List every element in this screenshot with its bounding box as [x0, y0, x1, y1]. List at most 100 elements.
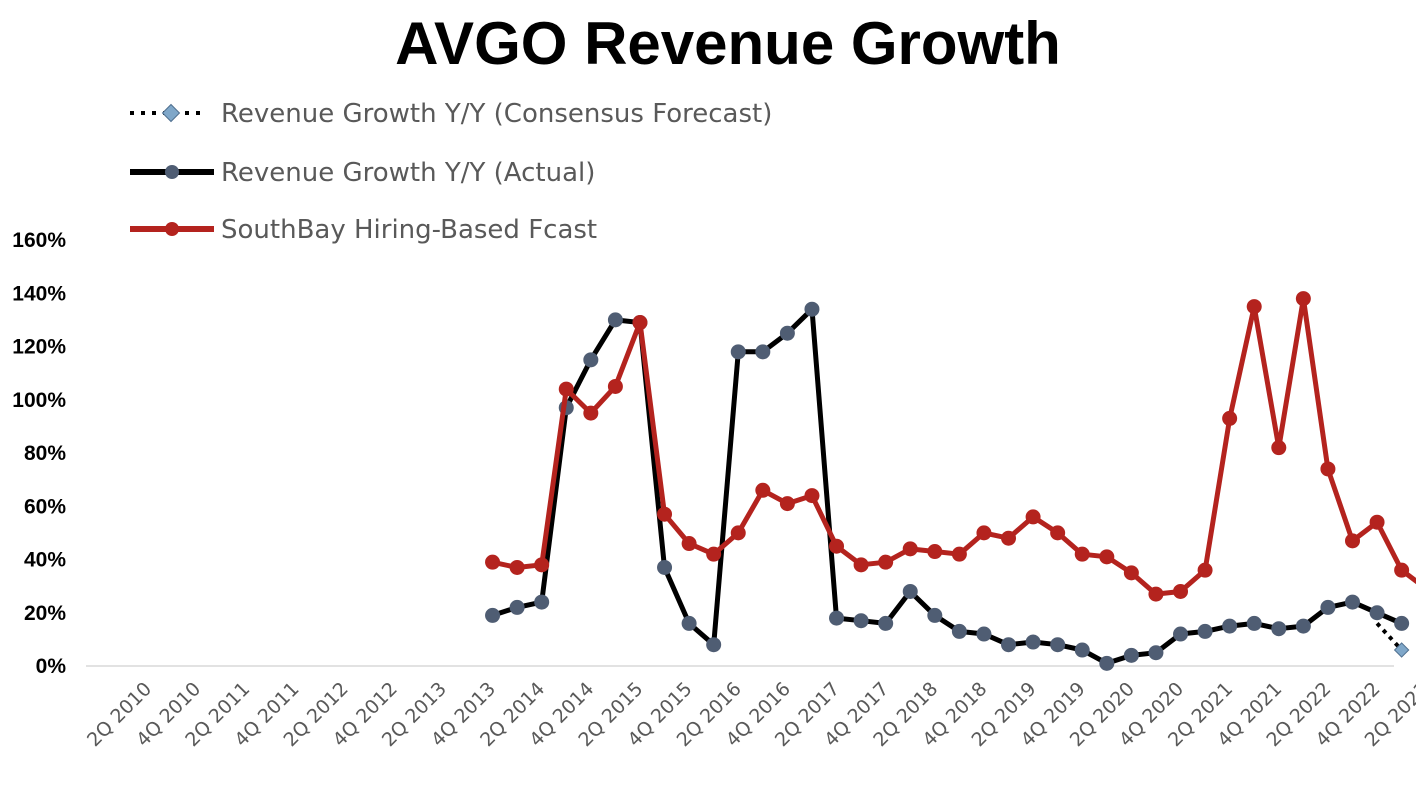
data-point — [509, 559, 525, 575]
data-point — [976, 626, 992, 642]
chart-title: AVGO Revenue Growth — [395, 10, 1061, 77]
series-1 — [485, 301, 1410, 671]
legend-marker — [161, 103, 181, 123]
data-point — [951, 623, 967, 639]
y-tick-label: 60% — [24, 495, 66, 518]
data-point — [607, 378, 623, 394]
data-point — [804, 488, 820, 504]
legend-label: SouthBay Hiring-Based Fcast — [221, 215, 597, 245]
legend-label: Revenue Growth Y/Y (Actual) — [221, 158, 595, 188]
y-tick-label: 80% — [24, 442, 66, 465]
data-point — [1001, 637, 1017, 653]
legend-label: Revenue Growth Y/Y (Consensus Forecast) — [221, 99, 772, 129]
y-axis: 0% 20% 40% 60% 80% 100% 120% 140% 160% — [12, 229, 66, 678]
data-point — [804, 301, 820, 317]
data-point — [1369, 514, 1385, 530]
data-point — [1246, 299, 1262, 315]
legend-item: Revenue Growth Y/Y (Consensus Forecast) — [130, 99, 772, 129]
data-point — [1197, 623, 1213, 639]
legend-item: SouthBay Hiring-Based Fcast — [130, 215, 597, 245]
y-tick-label: 20% — [24, 602, 66, 625]
data-point — [829, 538, 845, 554]
data-point — [485, 607, 501, 623]
data-point — [534, 594, 550, 610]
data-point — [657, 559, 673, 575]
data-point — [1320, 461, 1336, 477]
data-point — [1197, 562, 1213, 578]
data-point — [583, 405, 599, 421]
data-point — [902, 541, 918, 557]
data-point — [829, 610, 845, 626]
data-point — [1001, 530, 1017, 546]
series-layer — [485, 291, 1416, 671]
data-point — [706, 637, 722, 653]
legend-item: Revenue Growth Y/Y (Actual) — [130, 158, 595, 188]
data-point — [509, 599, 525, 615]
y-tick-label: 40% — [24, 549, 66, 572]
data-point — [1295, 291, 1311, 307]
data-point — [681, 536, 697, 552]
data-point — [1099, 655, 1115, 671]
legend-marker — [165, 165, 179, 179]
data-point — [951, 546, 967, 562]
data-point — [1394, 562, 1410, 578]
data-point — [1246, 615, 1262, 631]
legend: Revenue Growth Y/Y (Consensus Forecast) R… — [130, 99, 772, 245]
data-point — [1173, 583, 1189, 599]
data-point — [485, 554, 501, 570]
data-point — [1222, 410, 1238, 426]
data-point — [927, 544, 943, 560]
data-point — [1099, 549, 1115, 565]
data-point — [1148, 586, 1164, 602]
data-point — [1050, 637, 1066, 653]
data-point — [1271, 440, 1287, 456]
data-point — [1025, 509, 1041, 525]
data-point — [607, 312, 623, 328]
data-point — [1320, 599, 1336, 615]
data-point — [1393, 642, 1410, 658]
data-point — [976, 525, 992, 541]
data-point — [1222, 618, 1238, 634]
y-tick-label: 0% — [36, 655, 67, 678]
data-point — [1271, 621, 1287, 637]
series-0 — [1375, 622, 1410, 658]
data-point — [878, 554, 894, 570]
data-point — [1123, 647, 1139, 663]
data-point — [853, 613, 869, 629]
data-point — [706, 546, 722, 562]
data-point — [1345, 533, 1360, 549]
data-point — [779, 496, 795, 512]
data-point — [779, 325, 795, 341]
data-point — [1025, 634, 1041, 650]
data-point — [681, 615, 697, 631]
data-point — [1173, 626, 1189, 642]
data-point — [1394, 615, 1410, 631]
data-point — [755, 344, 771, 360]
data-point — [927, 607, 943, 623]
data-point — [853, 557, 869, 573]
data-point — [1074, 642, 1090, 658]
data-point — [632, 315, 648, 331]
data-point — [657, 506, 673, 522]
data-point — [878, 615, 894, 631]
data-point — [558, 381, 574, 397]
data-point — [534, 557, 550, 573]
data-point — [755, 482, 771, 498]
data-point — [1369, 605, 1385, 621]
data-point — [1050, 525, 1066, 541]
data-point — [902, 583, 918, 599]
data-point — [583, 352, 599, 368]
data-point — [1123, 565, 1139, 581]
series-line — [1375, 622, 1404, 652]
y-tick-label: 120% — [12, 336, 66, 359]
data-point — [1148, 645, 1164, 661]
y-tick-label: 100% — [12, 389, 66, 412]
data-point — [730, 344, 746, 360]
y-tick-label: 140% — [12, 282, 66, 305]
legend-marker — [165, 222, 179, 236]
data-point — [1074, 546, 1090, 562]
data-point — [730, 525, 746, 541]
